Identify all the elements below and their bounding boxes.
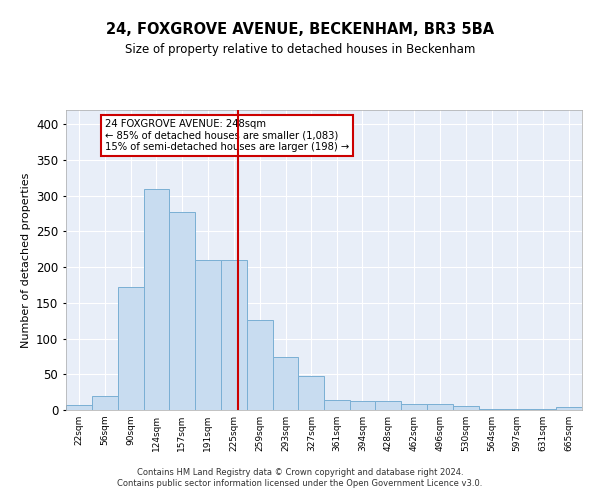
- Bar: [144, 188, 169, 410]
- Text: Size of property relative to detached houses in Beckenham: Size of property relative to detached ho…: [125, 42, 475, 56]
- Bar: [169, 212, 195, 410]
- Bar: [118, 287, 144, 410]
- Bar: [479, 408, 504, 410]
- Bar: [92, 396, 118, 410]
- Y-axis label: Number of detached properties: Number of detached properties: [20, 172, 31, 348]
- Bar: [66, 405, 92, 410]
- Bar: [325, 400, 350, 410]
- Bar: [350, 400, 376, 410]
- Bar: [530, 408, 556, 410]
- Bar: [401, 404, 427, 410]
- Bar: [453, 406, 479, 410]
- Bar: [427, 404, 453, 410]
- Bar: [247, 320, 272, 410]
- Bar: [376, 402, 401, 410]
- Bar: [272, 357, 298, 410]
- Bar: [298, 376, 325, 410]
- Text: 24 FOXGROVE AVENUE: 248sqm
← 85% of detached houses are smaller (1,083)
15% of s: 24 FOXGROVE AVENUE: 248sqm ← 85% of deta…: [104, 119, 349, 152]
- Bar: [221, 260, 247, 410]
- Bar: [556, 407, 582, 410]
- Text: 24, FOXGROVE AVENUE, BECKENHAM, BR3 5BA: 24, FOXGROVE AVENUE, BECKENHAM, BR3 5BA: [106, 22, 494, 38]
- Text: Contains HM Land Registry data © Crown copyright and database right 2024.
Contai: Contains HM Land Registry data © Crown c…: [118, 468, 482, 487]
- Bar: [195, 260, 221, 410]
